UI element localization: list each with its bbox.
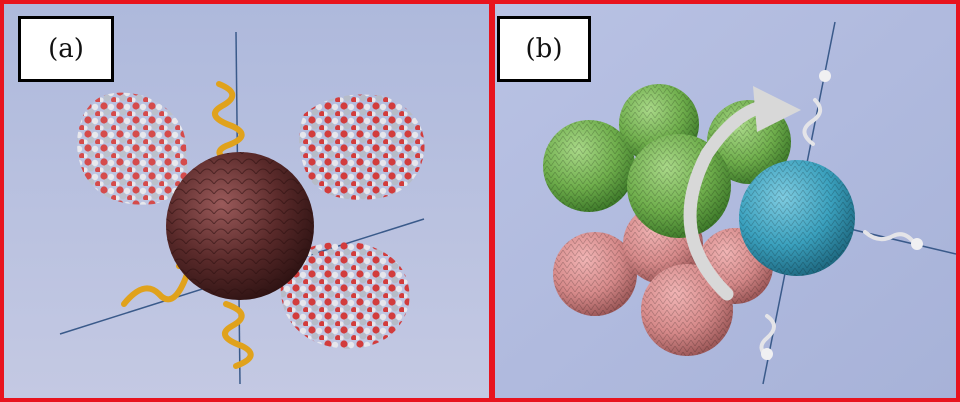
- helix: [212, 81, 245, 167]
- green-sphere: [543, 120, 635, 212]
- helix: [222, 301, 254, 369]
- panel-a: (a): [0, 0, 493, 402]
- pink-sphere: [641, 264, 733, 356]
- rotation-arrow: [683, 86, 801, 301]
- panel-a-illustration: [4, 4, 489, 398]
- teal-sphere: [739, 160, 855, 276]
- core-sphere: [166, 152, 314, 300]
- bead: [819, 70, 831, 82]
- bead: [911, 238, 923, 250]
- protein-cluster: [280, 241, 410, 349]
- bead: [761, 348, 773, 360]
- pink-sphere: [553, 232, 637, 316]
- protein-cluster: [77, 92, 188, 205]
- panel-label-b: (b): [497, 16, 591, 82]
- protein-cluster: [299, 94, 425, 200]
- panel-label-a: (a): [18, 16, 114, 82]
- panel-b: (b): [491, 0, 960, 402]
